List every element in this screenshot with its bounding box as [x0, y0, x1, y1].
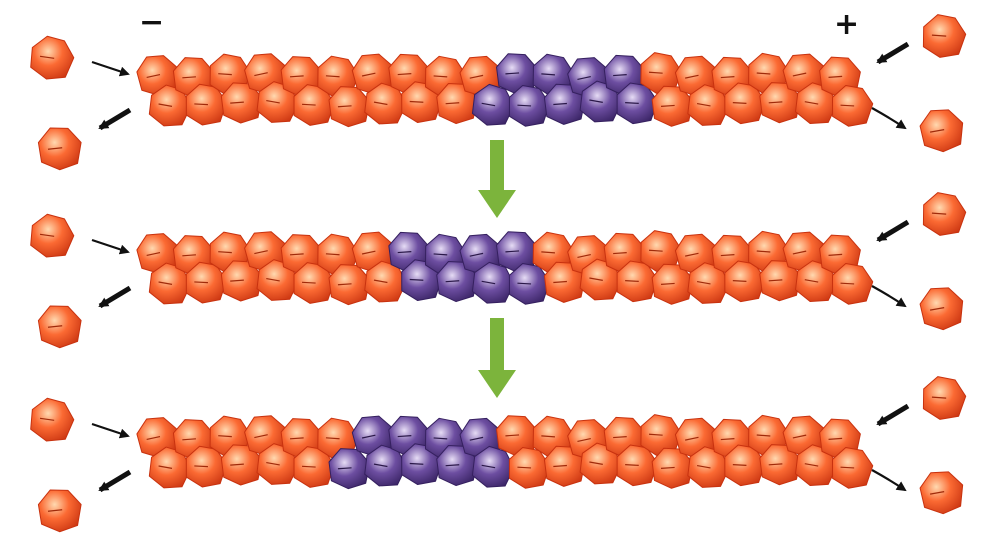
disassembly-arrow-icon: [871, 107, 907, 130]
filament-stage-3: [136, 414, 874, 490]
marked-subunit: [579, 80, 623, 123]
free-monomer: [30, 35, 75, 80]
arrow-layer: [91, 41, 910, 493]
monomer-addition-arrow-icon: [876, 403, 910, 427]
marked-subunit: [436, 444, 478, 487]
free-monomer: [37, 305, 82, 349]
monomer-release-arrow-icon: [98, 469, 132, 493]
free-monomer: [30, 213, 75, 258]
free-monomer: [30, 397, 75, 442]
minus-end-label: −: [139, 5, 165, 40]
free-monomer: [37, 127, 82, 171]
actin-subunit: [328, 86, 371, 128]
plus-end-label: +: [834, 7, 860, 42]
actin-subunit: [328, 264, 371, 306]
assembly-arrow-icon: [91, 60, 130, 77]
actin-subunit: [832, 447, 874, 489]
monomer-addition-arrow-icon: [876, 41, 910, 65]
free-monomer: [922, 14, 967, 58]
filament-stage-1: [136, 52, 874, 128]
actin-subunit: [832, 263, 874, 305]
actin-subunit: [364, 260, 407, 303]
free-monomer-layer: [30, 14, 967, 533]
filament-stage-2: [136, 230, 874, 306]
actin-subunit: [256, 443, 299, 485]
free-monomer: [922, 192, 967, 236]
assembly-arrow-icon: [91, 422, 130, 439]
assembly-arrow-icon: [91, 238, 130, 255]
free-monomer: [922, 376, 967, 420]
filament-layer: [136, 52, 874, 490]
actin-subunit: [687, 446, 730, 488]
free-monomer: [919, 471, 964, 515]
actin-subunit: [579, 442, 623, 485]
actin-subunit: [832, 85, 874, 127]
green-down-arrow-icon: [478, 140, 516, 218]
disassembly-arrow-icon: [871, 469, 907, 492]
free-monomer: [919, 287, 964, 331]
actin-subunit: [687, 262, 730, 304]
monomer-addition-arrow-icon: [876, 219, 910, 243]
actin-subunit: [795, 444, 838, 487]
free-monomer: [37, 489, 82, 533]
green-down-arrow-icon: [478, 318, 516, 398]
free-monomer: [919, 109, 964, 153]
actin-subunit: [364, 82, 407, 125]
marked-subunit: [401, 259, 443, 302]
actin-subunit: [640, 414, 682, 456]
monomer-release-arrow-icon: [98, 285, 132, 309]
monomer-release-arrow-icon: [98, 107, 132, 131]
actin-subunit: [256, 81, 299, 123]
actin-subunit: [687, 84, 730, 126]
marked-subunit: [364, 444, 407, 487]
disassembly-arrow-icon: [871, 285, 907, 308]
